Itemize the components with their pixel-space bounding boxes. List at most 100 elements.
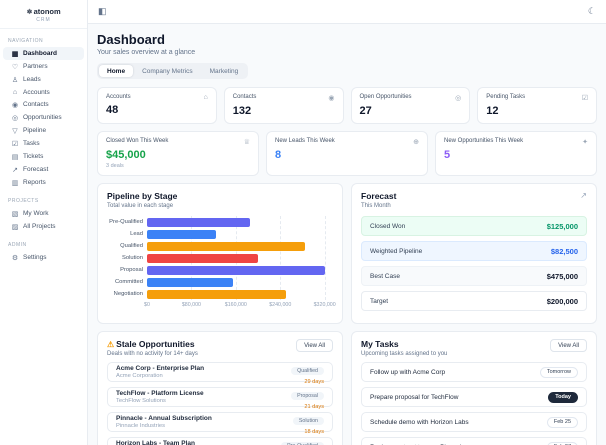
brand-name: atonom	[33, 7, 61, 16]
opportunity-company: TechFlow Solutions	[116, 398, 166, 405]
opportunities-icon: ◎	[11, 114, 19, 122]
stage-badge: Proposal	[291, 392, 324, 400]
task-title: Schedule demo with Horizon Labs	[370, 418, 469, 426]
task-row[interactable]: Prepare proposal for TechFlow Today	[361, 387, 587, 407]
sidebar-item-my-work[interactable]: ▧ My Work	[3, 207, 84, 220]
sidebar-item-label: Reports	[23, 179, 46, 186]
sidebar-item-forecast[interactable]: ↗ Forecast	[3, 163, 84, 176]
chart-y-labels: Pre-Qualified Lead Qualified Solution Pr…	[107, 216, 147, 300]
stale-subtitle: Deals with no activity for 14+ days	[107, 351, 198, 357]
page-subtitle: Your sales overview at a glance	[97, 49, 196, 56]
stat-card-new-opportunities-week: New Opportunities This Week ✦ 5	[435, 131, 597, 176]
task-title: Review contract terms - Pinnacle	[370, 444, 465, 445]
y-label: Negotiation	[113, 291, 143, 297]
chart-x-axis: $0 $80,000 $160,000 $240,000 $320,000	[144, 302, 336, 310]
contacts-icon: ◉	[11, 101, 19, 109]
task-row[interactable]: Follow up with Acme Corp Tomorrow	[361, 362, 587, 382]
forecast-title: Forecast	[361, 191, 397, 201]
tab-company-metrics[interactable]: Company Metrics	[142, 67, 193, 75]
sidebar-item-pipeline[interactable]: ▽ Pipeline	[3, 124, 84, 137]
forecast-subtitle: This Month	[361, 203, 391, 209]
bar-lead	[147, 229, 217, 239]
sidebar-item-partners[interactable]: ♡ Partners	[3, 60, 84, 73]
sidebar-item-label: Forecast	[23, 166, 49, 173]
sidebar-item-tasks[interactable]: ☑ Tasks	[3, 137, 84, 150]
forecast-row-weighted-pipeline: Weighted Pipeline $82,500	[361, 241, 587, 261]
task-row[interactable]: Schedule demo with Horizon Labs Feb 25	[361, 412, 587, 432]
stat-value: 8	[275, 149, 282, 161]
tasks-icon: ☑	[11, 140, 19, 148]
tab-home[interactable]: Home	[99, 65, 134, 77]
clipboard-check-icon: ☑	[581, 95, 588, 102]
sidebar-item-accounts[interactable]: ⌂ Accounts	[3, 86, 84, 98]
users-icon: ◉	[328, 95, 335, 102]
stale-view-all-button[interactable]: View All	[296, 339, 333, 352]
stat-note: 3 deals	[106, 163, 124, 169]
forecast-row-closed-won: Closed Won $125,000	[361, 216, 587, 236]
stat-value: 12	[486, 105, 499, 117]
task-row[interactable]: Review contract terms - Pinnacle Feb 27	[361, 437, 587, 445]
forecast-label: Closed Won	[370, 222, 406, 230]
stat-card-contacts: Contacts ◉ 132	[223, 87, 344, 124]
y-label: Pre-Qualified	[109, 219, 143, 225]
sidebar-item-settings[interactable]: ⚙ Settings	[3, 251, 84, 264]
days-stale: 21 days	[304, 404, 324, 410]
stat-value: 48	[106, 104, 119, 116]
x-tick: $80,000	[181, 302, 201, 308]
stat-card-pending-tasks: Pending Tasks ☑ 12	[477, 87, 597, 124]
opportunity-company: Pinnacle Industries	[116, 423, 165, 430]
stat-label: New Opportunities This Week	[444, 138, 524, 144]
tasks-view-all-button[interactable]: View All	[550, 339, 587, 352]
sidebar-item-tickets[interactable]: ▤ Tickets	[3, 150, 84, 163]
chart-plot-area	[147, 216, 333, 300]
x-tick: $0	[144, 302, 150, 308]
warning-icon: ⚠	[107, 340, 115, 349]
x-tick: $160,000	[224, 302, 247, 308]
forecast-value: $125,000	[546, 221, 578, 231]
task-title: Prepare proposal for TechFlow	[370, 393, 459, 401]
bar-qualified	[147, 241, 306, 251]
stage-badge: Solution	[292, 417, 324, 425]
stat-label: Accounts	[106, 94, 131, 100]
stat-value: 132	[232, 105, 252, 117]
sidebar-item-all-projects[interactable]: ▨ All Projects	[3, 220, 84, 233]
days-stale: 18 days	[304, 429, 324, 435]
theme-toggle-icon[interactable]: ☾	[587, 6, 596, 16]
chart-title: Pipeline by Stage	[107, 191, 178, 201]
opportunity-row[interactable]: TechFlow - Platform License TechFlow Solu…	[107, 387, 333, 410]
stat-label: New Leads This Week	[275, 138, 335, 144]
tasks-subtitle: Upcoming tasks assigned to you	[361, 351, 448, 357]
stats-row-2: Closed Won This Week ♕ $45,000 3 deals Ne…	[97, 131, 597, 176]
sidebar-item-contacts[interactable]: ◉ Contacts	[3, 98, 84, 111]
sidebar-toggle-icon[interactable]: ◧	[98, 6, 107, 16]
brand-logo: ⚛atonom CRM	[0, 0, 87, 29]
sidebar-item-reports[interactable]: ▥ Reports	[3, 176, 84, 189]
sidebar-item-label: Settings	[23, 254, 47, 261]
bar-pre-qualified	[147, 217, 250, 227]
bar-committed	[147, 277, 234, 287]
opportunity-row[interactable]: Pinnacle - Annual Subscription Pinnacle I…	[107, 412, 333, 435]
sidebar-item-dashboard[interactable]: ▦ Dashboard	[3, 47, 84, 60]
sidebar-item-label: Opportunities	[23, 114, 62, 121]
forecast-value: $475,000	[546, 271, 578, 281]
sidebar-item-opportunities[interactable]: ◎ Opportunities	[3, 111, 84, 124]
stat-card-accounts: Accounts ⌂ 48	[97, 87, 217, 124]
opportunity-row[interactable]: Horizon Labs - Team PlanHorizon Labs Pre…	[107, 437, 333, 445]
stat-value: 5	[444, 149, 451, 161]
reports-icon: ▥	[11, 179, 19, 187]
gridline	[324, 216, 326, 300]
settings-icon: ⚙	[11, 254, 19, 262]
sidebar-item-label: Contacts	[23, 101, 49, 108]
sidebar-item-label: Tasks	[23, 140, 40, 147]
opportunity-row[interactable]: Acme Corp - Enterprise Plan Acme Corporat…	[107, 362, 333, 385]
tickets-icon: ▤	[11, 153, 19, 161]
tab-marketing[interactable]: Marketing	[209, 67, 239, 75]
sidebar: ⚛atonom CRM Navigation ▦ Dashboard ♡ Partn…	[0, 0, 88, 445]
forecast-label: Target	[370, 297, 389, 305]
all-projects-icon: ▨	[11, 223, 19, 231]
forecast-value: $200,000	[546, 296, 578, 306]
stat-label: Closed Won This Week	[106, 138, 169, 144]
stats-row-1: Accounts ⌂ 48 Contacts ◉ 132 Open Opportun…	[97, 87, 597, 124]
sidebar-item-leads[interactable]: ♙ Leads	[3, 73, 84, 86]
